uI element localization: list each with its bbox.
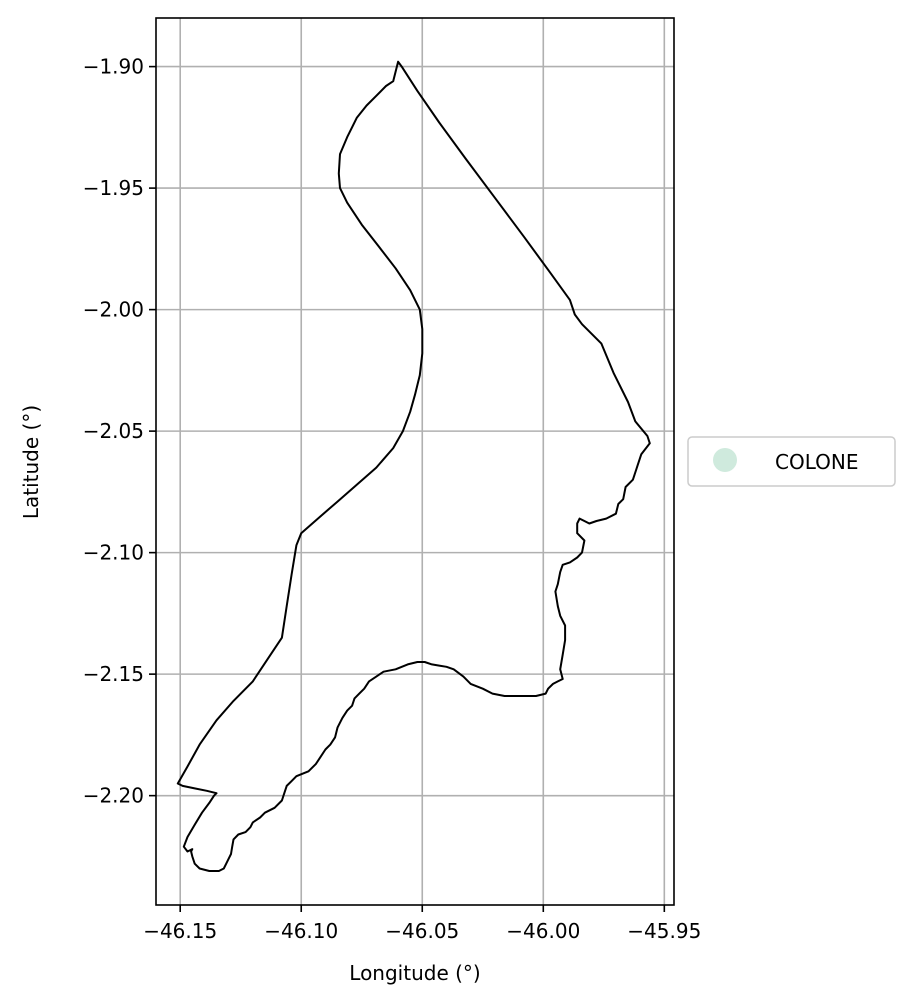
y-axis-ticks: −1.90 −1.95 −2.00 −2.05 −2.10 −2.15 −2.20 bbox=[83, 55, 156, 808]
legend-frame bbox=[687, 436, 896, 487]
y-tick-label: −2.10 bbox=[83, 541, 144, 565]
y-axis-label: Latitude (°) bbox=[19, 405, 43, 519]
x-axis-ticks: −46.15 −46.10 −46.05 −46.00 −45.95 bbox=[143, 905, 701, 943]
legend-marker-colone bbox=[713, 448, 737, 472]
legend-label-colone: COLONE bbox=[775, 450, 858, 474]
x-axis-label: Longitude (°) bbox=[349, 961, 480, 985]
y-tick-label: −1.95 bbox=[83, 176, 144, 200]
region-boundary-colone bbox=[176, 60, 651, 872]
plot-frame bbox=[155, 17, 675, 906]
grid-lines bbox=[156, 18, 674, 905]
y-tick-label: −2.15 bbox=[83, 662, 144, 686]
legend: COLONE bbox=[687, 436, 896, 487]
x-tick-label: −46.15 bbox=[143, 919, 217, 943]
y-tick-label: −2.20 bbox=[83, 784, 144, 808]
y-tick-label: −2.00 bbox=[83, 298, 144, 322]
x-tick-label: −46.05 bbox=[385, 919, 459, 943]
y-tick-label: −2.05 bbox=[83, 419, 144, 443]
x-tick-label: −45.95 bbox=[627, 919, 701, 943]
y-tick-label: −1.90 bbox=[83, 55, 144, 79]
x-tick-label: −46.10 bbox=[264, 919, 338, 943]
x-tick-label: −46.00 bbox=[506, 919, 580, 943]
